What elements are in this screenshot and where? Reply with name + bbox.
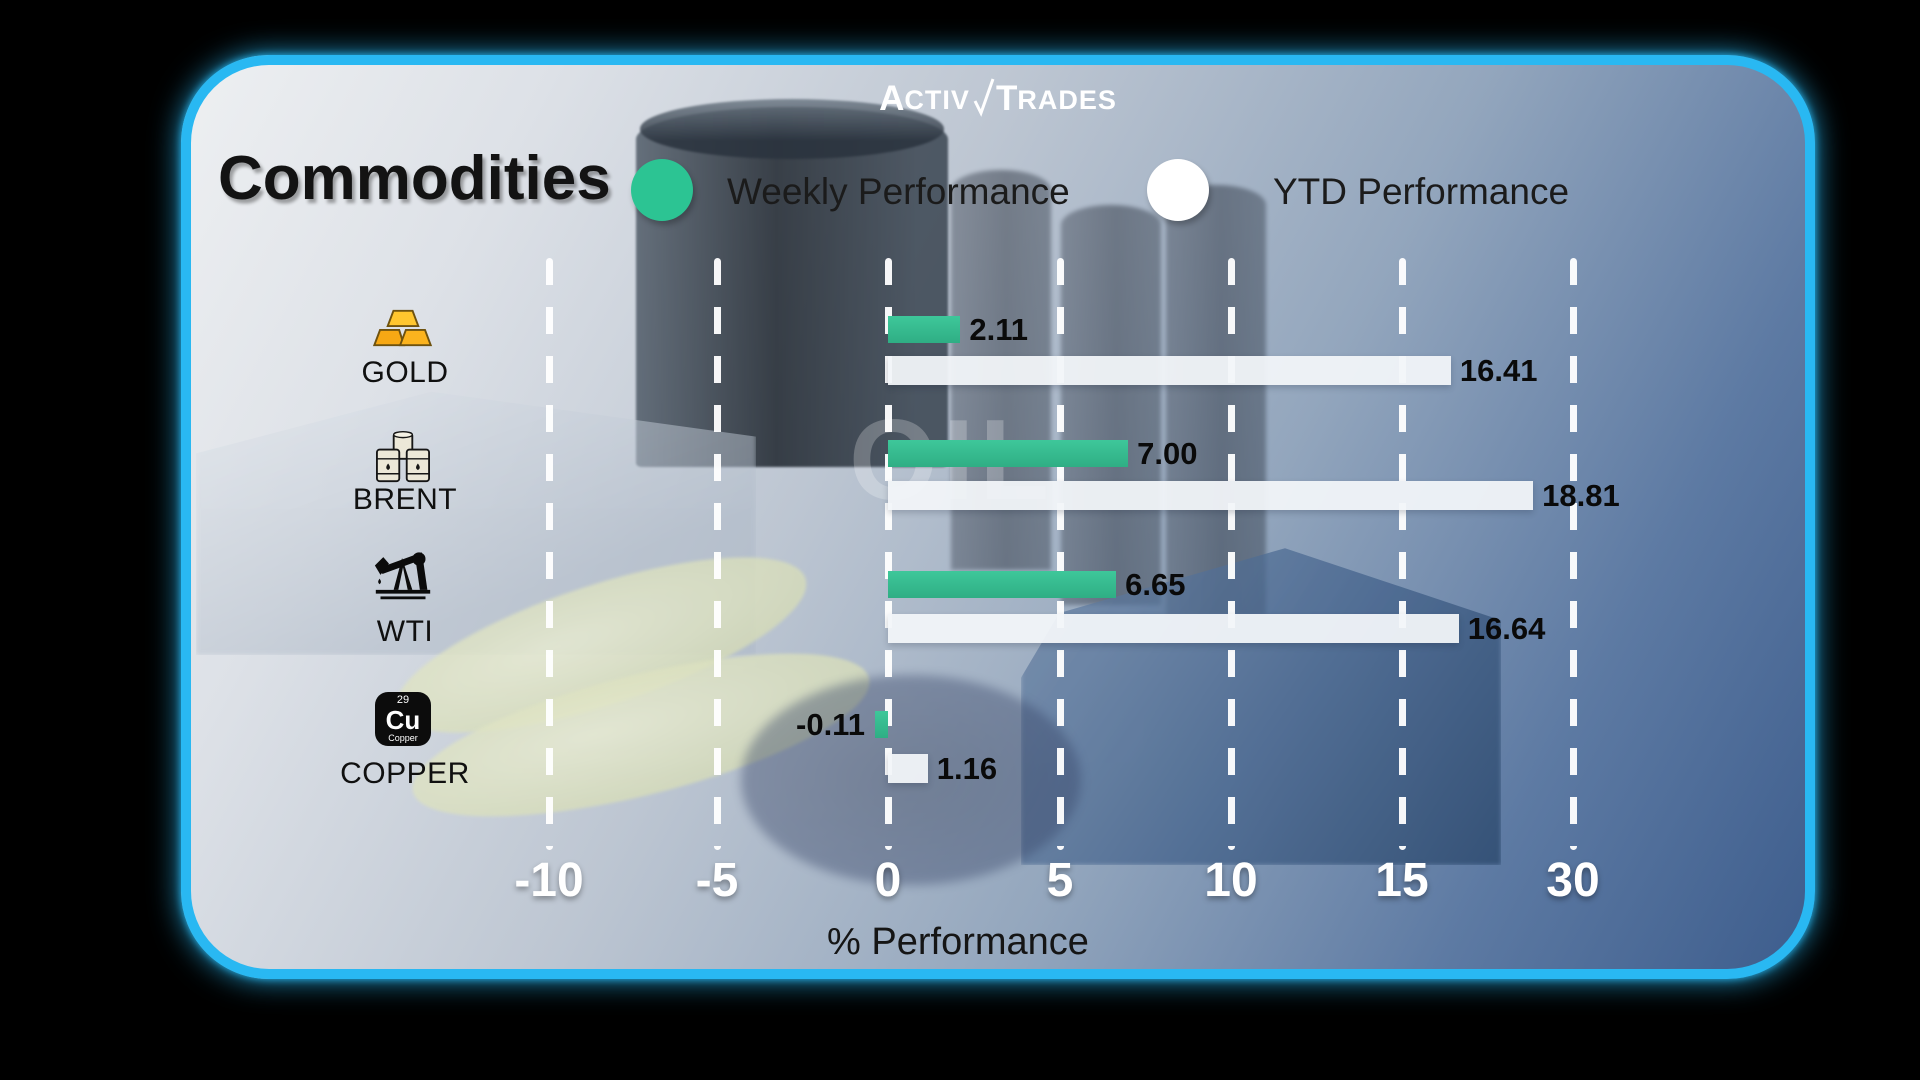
brent-weekly-bar <box>888 440 1129 467</box>
logo-text: T <box>995 79 1018 118</box>
logo-text: CTIV <box>904 85 970 115</box>
activtrades-logo: A CTIV T RADES <box>181 77 1815 118</box>
x-tick-30: 30 <box>1546 854 1600 907</box>
category-label-wti: WTI <box>376 615 434 648</box>
category-label-brent: BRENT <box>352 483 458 516</box>
gold-ytd-bar <box>888 356 1451 385</box>
gold-weekly-value: 2.11 <box>969 312 1028 347</box>
wti-ytd-bar <box>888 614 1459 643</box>
gold-ytd-value: 16.41 <box>1459 353 1538 388</box>
gridline <box>884 258 892 850</box>
pump-jack-icon <box>372 544 434 607</box>
gold-bars-icon <box>372 306 434 355</box>
x-tick--10: -10 <box>514 854 584 907</box>
gridline <box>545 258 553 850</box>
copper-weekly-bar <box>875 711 888 738</box>
gridline <box>1569 258 1577 850</box>
logo-check-icon <box>973 78 995 117</box>
x-tick-10: 10 <box>1204 854 1258 907</box>
wti-weekly-value: 6.65 <box>1125 567 1186 602</box>
logo-text: RADES <box>1017 85 1117 115</box>
ytd-legend-dot <box>1147 159 1209 221</box>
wti-weekly-bar <box>888 571 1117 598</box>
background-oil-barrel <box>636 107 948 467</box>
gridline <box>713 258 721 850</box>
background-copper-cylinder <box>1061 205 1161 605</box>
brent-ytd-bar <box>888 481 1534 510</box>
weekly-legend-label: Weekly Performance <box>727 171 1070 212</box>
category-label-gold: GOLD <box>361 356 449 389</box>
copper-ytd-bar <box>888 754 928 783</box>
weekly-legend-dot <box>631 159 693 221</box>
chart-panel: OIL A CTIV T RADES Commodities Weekly Pe… <box>181 55 1815 979</box>
brent-weekly-value: 7.00 <box>1137 436 1198 471</box>
oil-barrels-icon <box>372 430 434 489</box>
gold-weekly-bar <box>888 316 961 343</box>
ytd-legend-label: YTD Performance <box>1273 171 1570 212</box>
gridline <box>1398 258 1406 850</box>
wti-ytd-value: 16.64 <box>1467 611 1546 646</box>
background-oil-barrel-lid <box>640 99 944 159</box>
x-tick-5: 5 <box>1046 854 1074 907</box>
logo-text: A <box>879 79 905 118</box>
copper-name: Copper <box>388 733 418 743</box>
copper-atomic-number: 29 <box>396 694 410 706</box>
copper-ytd-value: 1.16 <box>936 751 998 786</box>
category-label-copper: COPPER <box>340 757 470 790</box>
x-tick-15: 15 <box>1375 854 1429 907</box>
copper-element-icon: 29 Cu Copper <box>372 690 434 746</box>
copper-symbol: Cu <box>385 705 421 735</box>
x-axis-label: % Performance <box>827 921 1089 963</box>
x-tick-0: 0 <box>874 854 902 907</box>
page-title: Commodities <box>218 144 611 213</box>
x-tick--5: -5 <box>695 854 739 907</box>
background-copper-cylinder <box>1166 185 1266 615</box>
brent-ytd-value: 18.81 <box>1542 478 1620 513</box>
gridline <box>1056 258 1064 850</box>
copper-weekly-value: -0.11 <box>796 707 865 742</box>
gridline <box>1227 258 1235 850</box>
